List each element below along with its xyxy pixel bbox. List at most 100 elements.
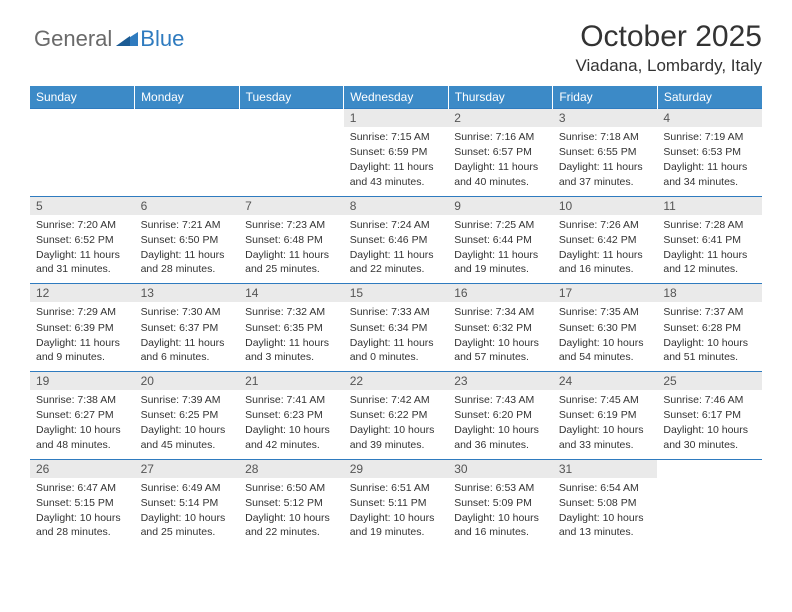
daylight: Daylight: 11 hours and 31 minutes. bbox=[36, 248, 129, 276]
daylight: Daylight: 11 hours and 19 minutes. bbox=[454, 248, 547, 276]
sunrise: Sunrise: 6:54 AM bbox=[559, 481, 652, 495]
daylight: Daylight: 11 hours and 16 minutes. bbox=[559, 248, 652, 276]
day-number: 17 bbox=[553, 284, 658, 302]
daylight: Daylight: 10 hours and 25 minutes. bbox=[141, 511, 234, 539]
day-cell: 23Sunrise: 7:43 AMSunset: 6:20 PMDayligh… bbox=[448, 372, 553, 460]
sunrise: Sunrise: 6:50 AM bbox=[245, 481, 338, 495]
sunrise: Sunrise: 7:18 AM bbox=[559, 130, 652, 144]
day-info: Sunrise: 7:23 AMSunset: 6:48 PMDaylight:… bbox=[245, 218, 338, 277]
sunset: Sunset: 6:35 PM bbox=[245, 321, 338, 335]
sunset: Sunset: 6:30 PM bbox=[559, 321, 652, 335]
day-cell: 11Sunrise: 7:28 AMSunset: 6:41 PMDayligh… bbox=[657, 196, 762, 284]
day-info: Sunrise: 6:53 AMSunset: 5:09 PMDaylight:… bbox=[454, 481, 547, 540]
sunset: Sunset: 6:23 PM bbox=[245, 408, 338, 422]
weekday-header: Tuesday bbox=[239, 86, 344, 109]
day-number: 8 bbox=[344, 197, 449, 215]
sunrise: Sunrise: 7:33 AM bbox=[350, 305, 443, 319]
day-number: 22 bbox=[344, 372, 449, 390]
weekday-header: Friday bbox=[553, 86, 658, 109]
day-cell: 24Sunrise: 7:45 AMSunset: 6:19 PMDayligh… bbox=[553, 372, 658, 460]
empty-cell bbox=[657, 459, 762, 546]
day-cell: 26Sunrise: 6:47 AMSunset: 5:15 PMDayligh… bbox=[30, 459, 135, 546]
day-number: 29 bbox=[344, 460, 449, 478]
daylight: Daylight: 10 hours and 51 minutes. bbox=[663, 336, 756, 364]
sunrise: Sunrise: 7:15 AM bbox=[350, 130, 443, 144]
daylight: Daylight: 10 hours and 33 minutes. bbox=[559, 423, 652, 451]
sunset: Sunset: 6:41 PM bbox=[663, 233, 756, 247]
daylight: Daylight: 11 hours and 34 minutes. bbox=[663, 160, 756, 188]
sunrise: Sunrise: 6:53 AM bbox=[454, 481, 547, 495]
day-cell: 30Sunrise: 6:53 AMSunset: 5:09 PMDayligh… bbox=[448, 459, 553, 546]
weekday-header-row: SundayMondayTuesdayWednesdayThursdayFrid… bbox=[30, 86, 762, 109]
sunset: Sunset: 5:11 PM bbox=[350, 496, 443, 510]
day-info: Sunrise: 6:54 AMSunset: 5:08 PMDaylight:… bbox=[559, 481, 652, 540]
logo-text-2: Blue bbox=[140, 26, 184, 52]
sunset: Sunset: 6:32 PM bbox=[454, 321, 547, 335]
day-number: 7 bbox=[239, 197, 344, 215]
sunset: Sunset: 6:27 PM bbox=[36, 408, 129, 422]
sunrise: Sunrise: 7:20 AM bbox=[36, 218, 129, 232]
sunrise: Sunrise: 7:30 AM bbox=[141, 305, 234, 319]
daylight: Daylight: 11 hours and 28 minutes. bbox=[141, 248, 234, 276]
sunrise: Sunrise: 7:24 AM bbox=[350, 218, 443, 232]
day-number: 24 bbox=[553, 372, 658, 390]
day-cell: 20Sunrise: 7:39 AMSunset: 6:25 PMDayligh… bbox=[135, 372, 240, 460]
day-number: 12 bbox=[30, 284, 135, 302]
daylight: Daylight: 11 hours and 9 minutes. bbox=[36, 336, 129, 364]
sunset: Sunset: 6:48 PM bbox=[245, 233, 338, 247]
daylight: Daylight: 11 hours and 6 minutes. bbox=[141, 336, 234, 364]
day-info: Sunrise: 7:29 AMSunset: 6:39 PMDaylight:… bbox=[36, 305, 129, 364]
daylight: Daylight: 10 hours and 30 minutes. bbox=[663, 423, 756, 451]
day-cell: 2Sunrise: 7:16 AMSunset: 6:57 PMDaylight… bbox=[448, 109, 553, 197]
sunset: Sunset: 6:39 PM bbox=[36, 321, 129, 335]
sunrise: Sunrise: 7:26 AM bbox=[559, 218, 652, 232]
daylight: Daylight: 11 hours and 43 minutes. bbox=[350, 160, 443, 188]
logo: General Blue bbox=[34, 26, 184, 52]
sunset: Sunset: 6:37 PM bbox=[141, 321, 234, 335]
weekday-header: Sunday bbox=[30, 86, 135, 109]
sunrise: Sunrise: 7:32 AM bbox=[245, 305, 338, 319]
sunrise: Sunrise: 7:39 AM bbox=[141, 393, 234, 407]
day-cell: 7 Sunrise: 7:23 AMSunset: 6:48 PMDaylight… bbox=[239, 196, 344, 284]
day-info: Sunrise: 7:42 AMSunset: 6:22 PMDaylight:… bbox=[350, 393, 443, 452]
sunrise: Sunrise: 7:41 AM bbox=[245, 393, 338, 407]
sunset: Sunset: 5:12 PM bbox=[245, 496, 338, 510]
sunrise: Sunrise: 7:37 AM bbox=[663, 305, 756, 319]
daylight: Daylight: 10 hours and 39 minutes. bbox=[350, 423, 443, 451]
sunrise: Sunrise: 6:47 AM bbox=[36, 481, 129, 495]
calendar-row: 19Sunrise: 7:38 AMSunset: 6:27 PMDayligh… bbox=[30, 372, 762, 460]
sunset: Sunset: 6:19 PM bbox=[559, 408, 652, 422]
sunset: Sunset: 5:14 PM bbox=[141, 496, 234, 510]
day-info: Sunrise: 7:16 AMSunset: 6:57 PMDaylight:… bbox=[454, 130, 547, 189]
day-cell: 21 Sunrise: 7:41 AMSunset: 6:23 PMDayligh… bbox=[239, 372, 344, 460]
sunrise: Sunrise: 7:38 AM bbox=[36, 393, 129, 407]
daylight: Daylight: 10 hours and 22 minutes. bbox=[245, 511, 338, 539]
calendar-row: 26Sunrise: 6:47 AMSunset: 5:15 PMDayligh… bbox=[30, 459, 762, 546]
location: Viadana, Lombardy, Italy bbox=[30, 56, 762, 76]
sunrise: Sunrise: 7:19 AM bbox=[663, 130, 756, 144]
daylight: Daylight: 10 hours and 57 minutes. bbox=[454, 336, 547, 364]
daylight: Daylight: 10 hours and 42 minutes. bbox=[245, 423, 338, 451]
sunset: Sunset: 6:44 PM bbox=[454, 233, 547, 247]
sunset: Sunset: 6:28 PM bbox=[663, 321, 756, 335]
weekday-header: Saturday bbox=[657, 86, 762, 109]
day-cell: 1Sunrise: 7:15 AMSunset: 6:59 PMDaylight… bbox=[344, 109, 449, 197]
daylight: Daylight: 11 hours and 22 minutes. bbox=[350, 248, 443, 276]
day-number: 4 bbox=[657, 109, 762, 127]
day-info: Sunrise: 7:41 AMSunset: 6:23 PMDaylight:… bbox=[245, 393, 338, 452]
daylight: Daylight: 10 hours and 36 minutes. bbox=[454, 423, 547, 451]
sunrise: Sunrise: 6:49 AM bbox=[141, 481, 234, 495]
day-cell: 6Sunrise: 7:21 AMSunset: 6:50 PMDaylight… bbox=[135, 196, 240, 284]
day-number: 3 bbox=[553, 109, 658, 127]
daylight: Daylight: 11 hours and 12 minutes. bbox=[663, 248, 756, 276]
sunrise: Sunrise: 7:28 AM bbox=[663, 218, 756, 232]
day-info: Sunrise: 7:33 AMSunset: 6:34 PMDaylight:… bbox=[350, 305, 443, 364]
calendar-table: SundayMondayTuesdayWednesdayThursdayFrid… bbox=[30, 86, 762, 546]
sunset: Sunset: 6:55 PM bbox=[559, 145, 652, 159]
sunset: Sunset: 6:17 PM bbox=[663, 408, 756, 422]
day-info: Sunrise: 7:43 AMSunset: 6:20 PMDaylight:… bbox=[454, 393, 547, 452]
day-number: 27 bbox=[135, 460, 240, 478]
sunrise: Sunrise: 7:21 AM bbox=[141, 218, 234, 232]
day-number: 21 bbox=[239, 372, 344, 390]
day-info: Sunrise: 7:15 AMSunset: 6:59 PMDaylight:… bbox=[350, 130, 443, 189]
